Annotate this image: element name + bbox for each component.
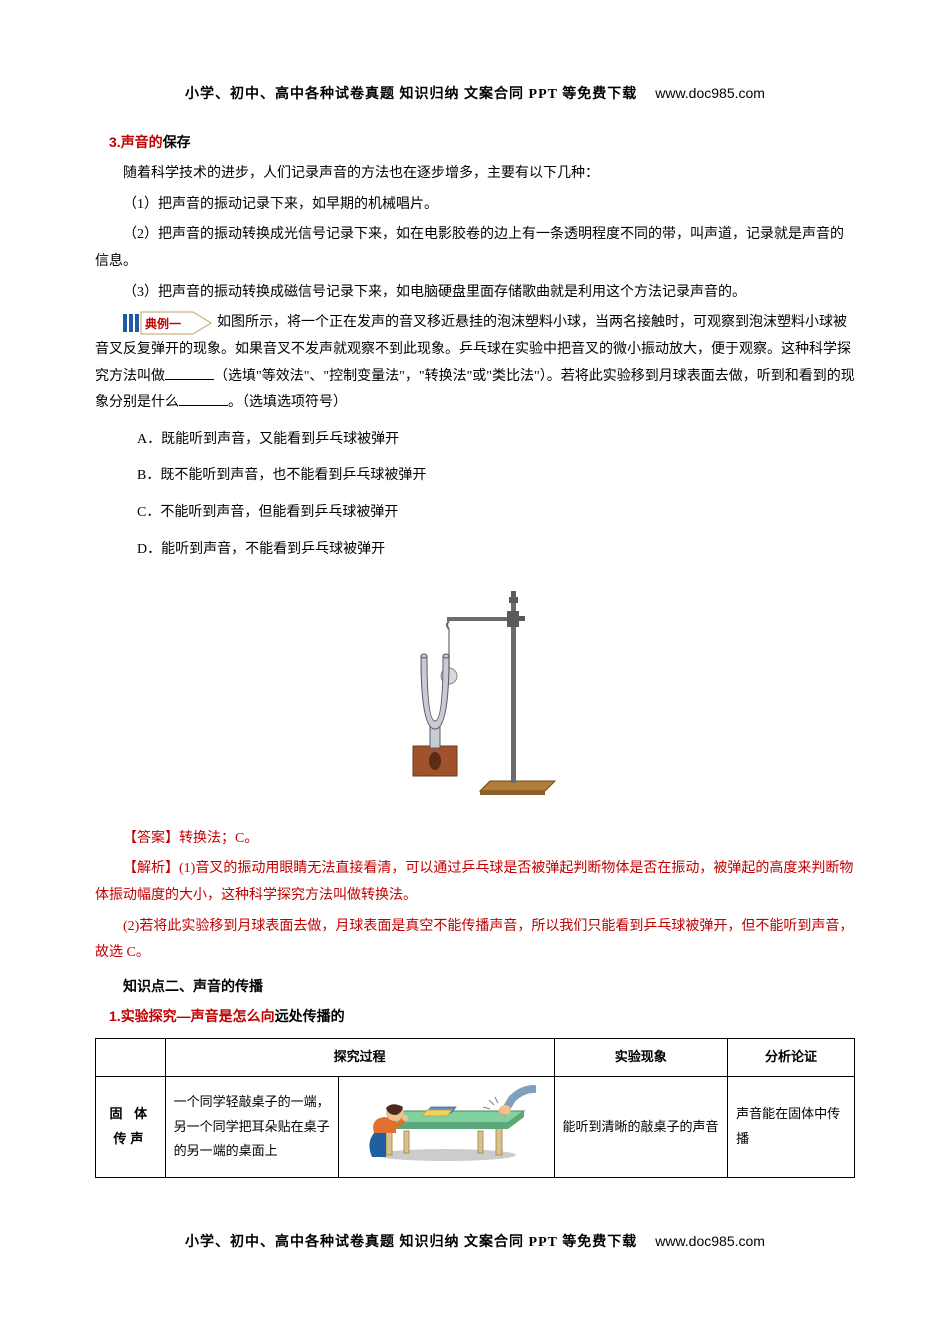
proc-image [339,1076,554,1178]
sub-black: 远处传播的 [275,1008,345,1024]
option-b: B．既不能听到声音，也不能看到乒乓球被弹开 [137,463,855,490]
th-blank [96,1038,166,1076]
page-footer: 小学、初中、高中各种试卷真题 知识归纳 文案合同 PPT 等免费下载 www.d… [95,1228,855,1257]
section3-num: 3. [109,134,121,150]
section3-item-1: （1）把声音的振动记录下来，如早期的机械唱片。 [95,192,855,219]
section3-intro: 随着科学技术的进步，人们记录声音的方法也在逐步增多，主要有以下几种： [95,161,855,188]
proc-text: 一个同学轻敲桌子的一端，另一个同学把耳朵贴在桌子的另一端的桌面上 [165,1076,339,1178]
section3-title-red: 声音的 [121,134,163,150]
section3-item-3: （3）把声音的振动转换成磁信号记录下来，如电脑硬盘里面存储歌曲就是利用这个方法记… [95,280,855,307]
tuning-fork-figure [95,581,855,812]
table-row: 固 体 传声 一个同学轻敲桌子的一端，另一个同学把耳朵贴在桌子的另一端的桌面上 [96,1076,855,1178]
answer-text: 转换法；C。 [179,831,258,846]
th-phenomenon: 实验现象 [554,1038,728,1076]
page-header: 小学、初中、高中各种试卷真题 知识归纳 文案合同 PPT 等免费下载 www.d… [95,80,855,109]
answer-line: 【答案】转换法；C。 [95,826,855,853]
section3-item-2: （2）把声音的振动转换成光信号记录下来，如在电影胶卷的边上有一条透明程度不同的带… [95,222,855,275]
section3-title-black: 保存 [163,134,191,150]
th-conclusion: 分析论证 [728,1038,855,1076]
rowhead: 固 体 传声 [96,1076,166,1178]
example-question: 典例一 如图所示，将一个正在发声的音叉移近悬挂的泡沫塑料小球，当两名接触时，可观… [95,310,855,417]
th-process: 探究过程 [165,1038,554,1076]
concl-text: 声音能在固体中传播 [728,1076,855,1178]
options-list: A．既能听到声音，又能看到乒乓球被弹开 B．既不能听到声音，也不能看到乒乓球被弹… [137,427,855,563]
sub-num: 1. [109,1008,121,1024]
option-a: A．既能听到声音，又能看到乒乓球被弹开 [137,427,855,454]
header-url: www.doc985.com [655,85,765,101]
experiment-table: 探究过程 实验现象 分析论证 固 体 传声 一个同学轻敲桌子的一端，另一个同学把… [95,1038,855,1178]
answer-label: 【答案】 [123,831,179,846]
blank-2 [179,391,228,406]
analysis-label: 【解析】 [123,861,179,876]
section3-title: 3.声音的保存 [95,129,855,158]
sub-red: 实验探究—声音是怎么向 [121,1008,275,1024]
example-badge-text: 典例一 [145,313,181,336]
footer-url: www.doc985.com [655,1233,765,1249]
option-d: D．能听到声音，不能看到乒乓球被弹开 [137,537,855,564]
analysis-text-1: (1)音叉的振动用眼睛无法直接看清，可以通过乒乓球是否被弹起判断物体是否在振动，… [95,861,853,903]
example-hint2: 。（选填选项符号） [228,395,347,410]
knowledge2-heading: 知识点二、声音的传播 [95,973,855,1000]
header-text: 小学、初中、高中各种试卷真题 知识归纳 文案合同 PPT 等免费下载 [185,87,637,102]
footer-text: 小学、初中、高中各种试卷真题 知识归纳 文案合同 PPT 等免费下载 [185,1235,637,1250]
analysis-line-1: 【解析】(1)音叉的振动用眼睛无法直接看清，可以通过乒乓球是否被弹起判断物体是否… [95,856,855,909]
table-header-row: 探究过程 实验现象 分析论证 [96,1038,855,1076]
knowledge2-sub: 1.实验探究—声音是怎么向远处传播的 [95,1003,855,1032]
blank-1 [165,365,214,380]
option-c: C．不能听到声音，但能看到乒乓球被弹开 [137,500,855,527]
example-badge-icon: 典例一 [123,310,213,336]
phen-text: 能听到清晰的敲桌子的声音 [554,1076,728,1178]
analysis-line-2: (2)若将此实验移到月球表面去做，月球表面是真空不能传播声音，所以我们只能看到乒… [95,914,855,967]
